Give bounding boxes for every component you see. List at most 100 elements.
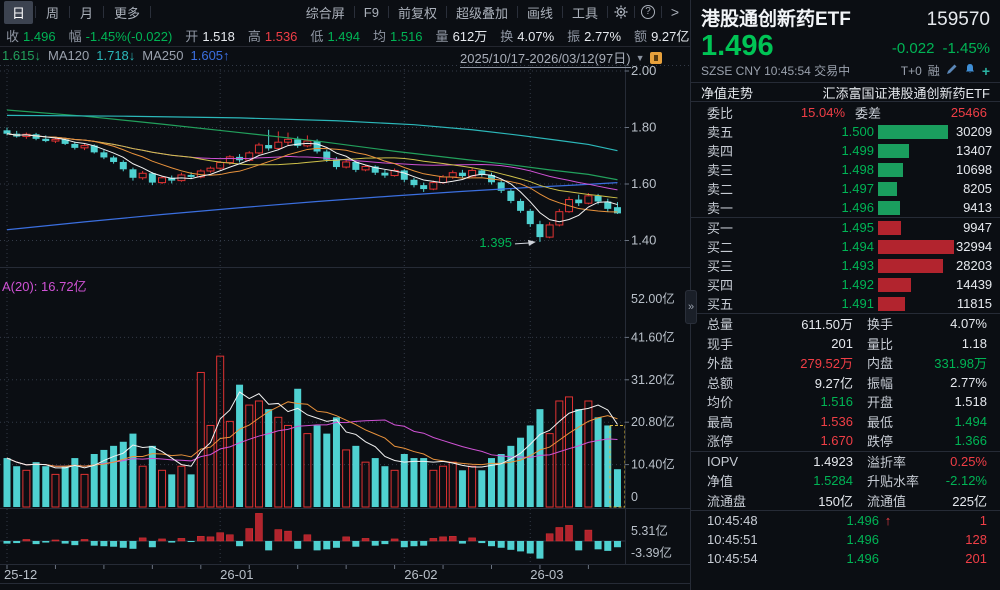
ask-row-3[interactable]: 卖三 1.498 10698 xyxy=(707,162,993,178)
vol-axis-label: 20.80亿 xyxy=(631,414,675,429)
ask-levels: 卖五 1.500 30209 卖四 1.499 13407 卖三 1.498 1… xyxy=(691,122,1000,217)
bid-row-1[interactable]: 买一 1.495 9947 xyxy=(707,220,992,236)
price-axis-label: 1.60 xyxy=(631,176,656,191)
tab-day[interactable]: 日 xyxy=(4,0,34,24)
stat-close: 收 1.496 xyxy=(6,28,56,44)
stat-low: 低 1.494 xyxy=(310,28,360,44)
x-axis-label: 26-01 xyxy=(220,567,253,582)
menu-f9[interactable]: F9 xyxy=(363,4,379,20)
chevron-down-icon[interactable]: ▼ xyxy=(635,53,645,63)
tab-month[interactable]: 月 xyxy=(80,5,94,21)
menu-full-quote[interactable]: 综合屏 xyxy=(305,5,345,21)
vol-axis-label: 31.20亿 xyxy=(631,372,675,387)
nav-fund-row[interactable]: 净值走势 汇添富国证港股通创新药ETF xyxy=(691,82,1000,102)
level-price[interactable]: 1.495 xyxy=(841,220,874,235)
last-price: 1.496 xyxy=(701,30,774,62)
menu-forward-adjust[interactable]: 前复权 xyxy=(397,5,437,21)
level-qty: 9947 xyxy=(963,220,992,235)
fund-axis-label: -3.39亿 xyxy=(631,545,672,560)
chevron-right-icon[interactable]: > xyxy=(670,4,680,20)
chart-canvas[interactable]: 1.395 2.00 1.80 1.60 1.40 52.00亿 41.60亿 31.20亿 2… xyxy=(0,63,690,584)
ask-row-1[interactable]: 卖一 1.496 9413 xyxy=(707,200,992,216)
price-axis-label: 1.80 xyxy=(631,120,656,135)
date-range-label[interactable]: 2025/10/17-2026/03/12(97日) xyxy=(460,48,631,68)
weibi-value: 15.04% xyxy=(800,104,845,120)
stat-row: 现手 201 量比 1.18 xyxy=(707,335,987,352)
stat-amount: 额 9.27亿 xyxy=(634,28,690,44)
divider xyxy=(691,217,1000,218)
edit-pencil-icon[interactable] xyxy=(946,63,958,78)
tick-row: 10:45:51 1.496 128 xyxy=(707,532,987,547)
level-price[interactable]: 1.498 xyxy=(841,162,874,177)
divider xyxy=(516,6,518,18)
level-price[interactable]: 1.491 xyxy=(841,296,874,311)
stat-amplitude: 振 2.77% xyxy=(567,28,622,44)
level-qty: 28203 xyxy=(956,258,993,273)
panel-collapse-handle[interactable]: » xyxy=(685,290,697,324)
ma-legend: 1.615↓ MA120 1.718↓ MA250 1.605↑ xyxy=(2,48,230,63)
level-price[interactable]: 1.499 xyxy=(841,143,874,158)
stat-turnover-rate: 换 4.07% xyxy=(500,28,555,44)
position-tool-icon[interactable] xyxy=(649,52,662,64)
ma-legend-item: MA120 xyxy=(48,48,90,63)
help-icon[interactable]: ? xyxy=(637,3,659,21)
menu-super-overlay[interactable]: 超级叠加 xyxy=(455,5,508,21)
ma-legend-item: 1.605↑ xyxy=(190,48,230,63)
depth-bar xyxy=(874,162,956,177)
stat-volume: 量 612万 xyxy=(435,28,488,44)
tab-week[interactable]: 周 xyxy=(46,5,60,21)
kline-chart[interactable]: 1.615↓ MA120 1.718↓ MA250 1.605↑ 2025/10/17-… xyxy=(0,47,690,590)
stat-row: 总量 611.50万 换手 4.07% xyxy=(707,316,987,333)
time-sales-list: 10:45:48 1.496 ↑ 1 10:45:51 1.496 128 10:45… xyxy=(691,511,1000,568)
level-price[interactable]: 1.494 xyxy=(841,239,874,254)
bid-row-2[interactable]: 买二 1.494 32994 xyxy=(707,239,993,255)
x-axis-label: 25-12 xyxy=(4,567,37,582)
divider xyxy=(35,6,37,18)
ask-row-4[interactable]: 卖四 1.499 13407 xyxy=(707,143,993,159)
volume-pane xyxy=(3,355,625,508)
tick-row: 10:45:48 1.496 ↑ 1 xyxy=(707,513,987,528)
settings-gear-icon[interactable] xyxy=(610,3,632,21)
divider xyxy=(445,6,447,18)
level-price[interactable]: 1.500 xyxy=(841,124,874,139)
date-range-selector[interactable]: 2025/10/17-2026/03/12(97日) ▼ xyxy=(460,48,662,68)
vol-axis-label: 0 xyxy=(631,490,638,504)
bid-row-3[interactable]: 买三 1.493 28203 xyxy=(707,258,993,274)
vol-axis-label: 10.40亿 xyxy=(631,457,675,472)
level-price[interactable]: 1.492 xyxy=(841,277,874,292)
stat-row: 最高 1.536 最低 1.494 xyxy=(707,413,987,430)
level-qty: 9413 xyxy=(963,200,992,215)
ma-legend-item: MA250 xyxy=(142,48,184,63)
ask-row-5[interactable]: 卖五 1.500 30209 xyxy=(707,124,993,140)
tab-more[interactable]: 更多 xyxy=(114,5,141,21)
level-qty: 30209 xyxy=(956,124,993,139)
level-qty: 8205 xyxy=(963,181,992,196)
quote-stat-strip: 收 1.496 幅 -1.45%(-0.022) 开 1.518 高 1.536 低 1.494 均… xyxy=(0,24,697,47)
bid-row-4[interactable]: 买四 1.492 14439 xyxy=(707,277,993,293)
level-qty: 10698 xyxy=(956,162,993,177)
menu-tools[interactable]: 工具 xyxy=(571,5,598,21)
toolbar-period: 日周 月 更多 综合屏 F9 前复权 超级叠加 画线 工具 ? > xyxy=(0,0,690,24)
stat-row: 涨停 1.670 跌停 1.366 xyxy=(707,433,987,450)
weicha-value: 25466 xyxy=(950,104,987,120)
level-price[interactable]: 1.493 xyxy=(841,258,874,273)
menu-draw-line[interactable]: 画线 xyxy=(526,5,553,21)
level-qty: 13407 xyxy=(956,143,993,158)
level-price[interactable]: 1.496 xyxy=(841,200,874,215)
divider xyxy=(691,510,1000,511)
divider xyxy=(634,6,635,18)
vol-axis-label: 41.60亿 xyxy=(631,329,675,344)
level-price[interactable]: 1.497 xyxy=(841,181,874,196)
x-axis-label: 26-02 xyxy=(404,567,437,582)
price-pane xyxy=(3,109,621,242)
fund-axis-label: 5.31亿 xyxy=(631,523,668,538)
quote-statistics: 总量 611.50万 换手 4.07% 现手 201 量比 1.18 外盘 279.52万… xyxy=(691,314,1000,511)
add-watchlist-icon[interactable]: + xyxy=(981,62,990,79)
depth-bar xyxy=(874,220,956,235)
bid-row-5[interactable]: 买五 1.491 11815 xyxy=(707,296,992,312)
alert-bell-icon[interactable] xyxy=(964,63,976,78)
ask-row-2[interactable]: 卖二 1.497 8205 xyxy=(707,181,992,197)
stat-row: 均价 1.516 开盘 1.518 xyxy=(707,394,987,411)
stat-row: 流通盘 150亿 流通值 225亿 xyxy=(707,493,987,509)
fund-pane xyxy=(3,513,621,559)
